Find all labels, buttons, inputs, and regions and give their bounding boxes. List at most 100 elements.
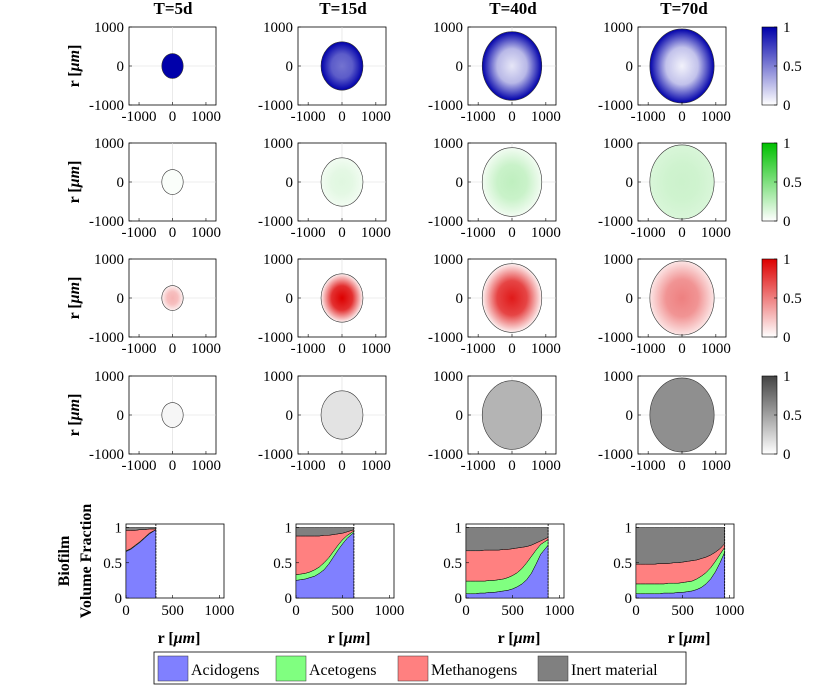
x-axis-label: r [μm] xyxy=(498,630,541,647)
x-axis-label: r [μm] xyxy=(158,630,201,647)
x-tick-label: 0 xyxy=(508,341,516,357)
y-tick-label: -1000 xyxy=(89,447,124,463)
biofilm-disc xyxy=(161,53,184,79)
y-tick-label: 1000 xyxy=(263,136,293,152)
x-tick-label: 1000 xyxy=(701,109,731,125)
colorbar-tick-label: 0.5 xyxy=(783,175,802,191)
x-tick-label: 0 xyxy=(632,603,640,619)
y-tick-label: -1000 xyxy=(428,447,463,463)
biofilm-disc xyxy=(161,402,184,428)
colorbar-tick-label: 1 xyxy=(783,369,791,385)
biofilm-disc xyxy=(320,390,364,440)
y-tick-label: -1000 xyxy=(598,214,633,230)
colorbar-tick-label: 0.5 xyxy=(783,408,802,424)
x-tick-label: 1000 xyxy=(191,341,221,357)
legend-label-0: Acidogens xyxy=(191,662,259,679)
x-tick-label: 0 xyxy=(462,603,470,619)
heatmap-1-1: -1000 0 1000 -1000 0 1000 xyxy=(258,136,391,241)
heatmap-0-3: -1000 0 1000 -1000 0 1000 xyxy=(598,20,731,125)
x-tick-label: -1000 xyxy=(461,458,496,474)
y-tick-label: 0 xyxy=(456,175,464,191)
x-tick-label: 1000 xyxy=(701,225,731,241)
y-tick-label: 0.5 xyxy=(273,556,292,572)
y-tick-label: -1000 xyxy=(89,214,124,230)
x-tick-label: 500 xyxy=(501,603,524,619)
colorbar-tick-label: 0 xyxy=(783,214,791,230)
y-tick-label: 1000 xyxy=(433,136,463,152)
y-tick-label: 0 xyxy=(117,408,125,424)
y-tick-label: -1000 xyxy=(598,330,633,346)
col-title-2: T=40d xyxy=(489,0,537,18)
y-tick-label: 0 xyxy=(286,408,294,424)
legend-swatch-1 xyxy=(275,655,307,682)
y-tick-label: 1000 xyxy=(603,20,633,36)
r-axis-label-row-2: r [μm] xyxy=(66,277,83,320)
x-tick-label: 0 xyxy=(678,458,686,474)
colorbar-tick-label: 0.5 xyxy=(783,291,802,307)
x-tick-label: 1000 xyxy=(361,341,391,357)
heatmap-3-2: -1000 0 1000 -1000 0 1000 xyxy=(428,369,561,474)
biofilm-disc xyxy=(481,147,543,217)
x-tick-label: 0 xyxy=(169,109,177,125)
area-inert xyxy=(295,527,355,537)
biofilm-disc xyxy=(161,285,184,311)
x-tick-label: 1000 xyxy=(191,458,221,474)
biofilm-disc xyxy=(481,380,543,450)
col-title-3: T=70d xyxy=(660,0,708,18)
y-tick-label: 0 xyxy=(455,591,463,607)
y-tick-label: 1000 xyxy=(433,20,463,36)
y-tick-label: -1000 xyxy=(258,330,293,346)
y-tick-label: 1 xyxy=(285,521,293,537)
heatmap-3-0: -1000 0 1000 -1000 0 1000 xyxy=(89,369,221,474)
x-tick-label: 1000 xyxy=(544,603,574,619)
biofilm-disc xyxy=(481,263,543,333)
x-tick-label: -1000 xyxy=(291,109,326,125)
y-tick-label: 0.5 xyxy=(103,556,122,572)
heatmap-grid: -1000 0 1000 -1000 0 1000 -1000 0 1000 -1000 0 1000… xyxy=(89,20,731,474)
x-tick-label: 1000 xyxy=(714,603,744,619)
y-tick-label: 0 xyxy=(117,59,125,75)
y-tick-label: 1000 xyxy=(433,369,463,385)
fraction-panel-2: 0 500 1000 0 0.5 1 r [μm] xyxy=(443,521,574,647)
x-tick-label: -1000 xyxy=(122,225,157,241)
colorbar-3: 00.51 xyxy=(761,369,802,463)
y-tick-label: -1000 xyxy=(258,98,293,114)
x-tick-label: 1000 xyxy=(531,225,561,241)
x-tick-label: 0 xyxy=(508,458,516,474)
fraction-label-line2: Volume Fraction xyxy=(78,504,95,619)
x-tick-label: 0 xyxy=(338,109,346,125)
x-tick-label: 0 xyxy=(338,225,346,241)
y-tick-label: 0 xyxy=(626,408,634,424)
x-tick-label: 0 xyxy=(169,458,177,474)
y-tick-label: 0 xyxy=(117,175,125,191)
y-tick-label: 0 xyxy=(456,291,464,307)
fraction-panel-1: 0 500 1000 0 0.5 1 r [μm] xyxy=(273,521,404,647)
x-tick-label: 1000 xyxy=(701,458,731,474)
legend: Acidogens Acetogens Methanogens Inert mater… xyxy=(153,651,687,685)
heatmap-3-1: -1000 0 1000 -1000 0 1000 xyxy=(258,369,391,474)
x-tick-label: 0 xyxy=(169,341,177,357)
x-axis-label: r [μm] xyxy=(328,630,371,647)
y-tick-label: 0 xyxy=(286,59,294,75)
y-tick-label: -1000 xyxy=(428,214,463,230)
x-tick-label: 1000 xyxy=(191,109,221,125)
y-tick-label: -1000 xyxy=(258,447,293,463)
y-tick-label: 1000 xyxy=(263,252,293,268)
x-tick-label: -1000 xyxy=(291,225,326,241)
y-tick-label: -1000 xyxy=(428,330,463,346)
colorbar-2: 00.51 xyxy=(761,252,802,346)
heatmap-1-2: -1000 0 1000 -1000 0 1000 xyxy=(428,136,561,241)
x-tick-label: -1000 xyxy=(461,109,496,125)
y-tick-label: 1 xyxy=(625,521,633,537)
legend-label-3: Inert material xyxy=(571,662,658,679)
y-tick-label: 0 xyxy=(286,175,294,191)
x-tick-label: -1000 xyxy=(122,341,157,357)
y-tick-label: 1000 xyxy=(94,20,124,36)
y-tick-label: -1000 xyxy=(428,98,463,114)
x-tick-label: 500 xyxy=(161,603,184,619)
x-tick-label: 0 xyxy=(508,109,516,125)
col-title-0: T=5d xyxy=(154,0,194,18)
